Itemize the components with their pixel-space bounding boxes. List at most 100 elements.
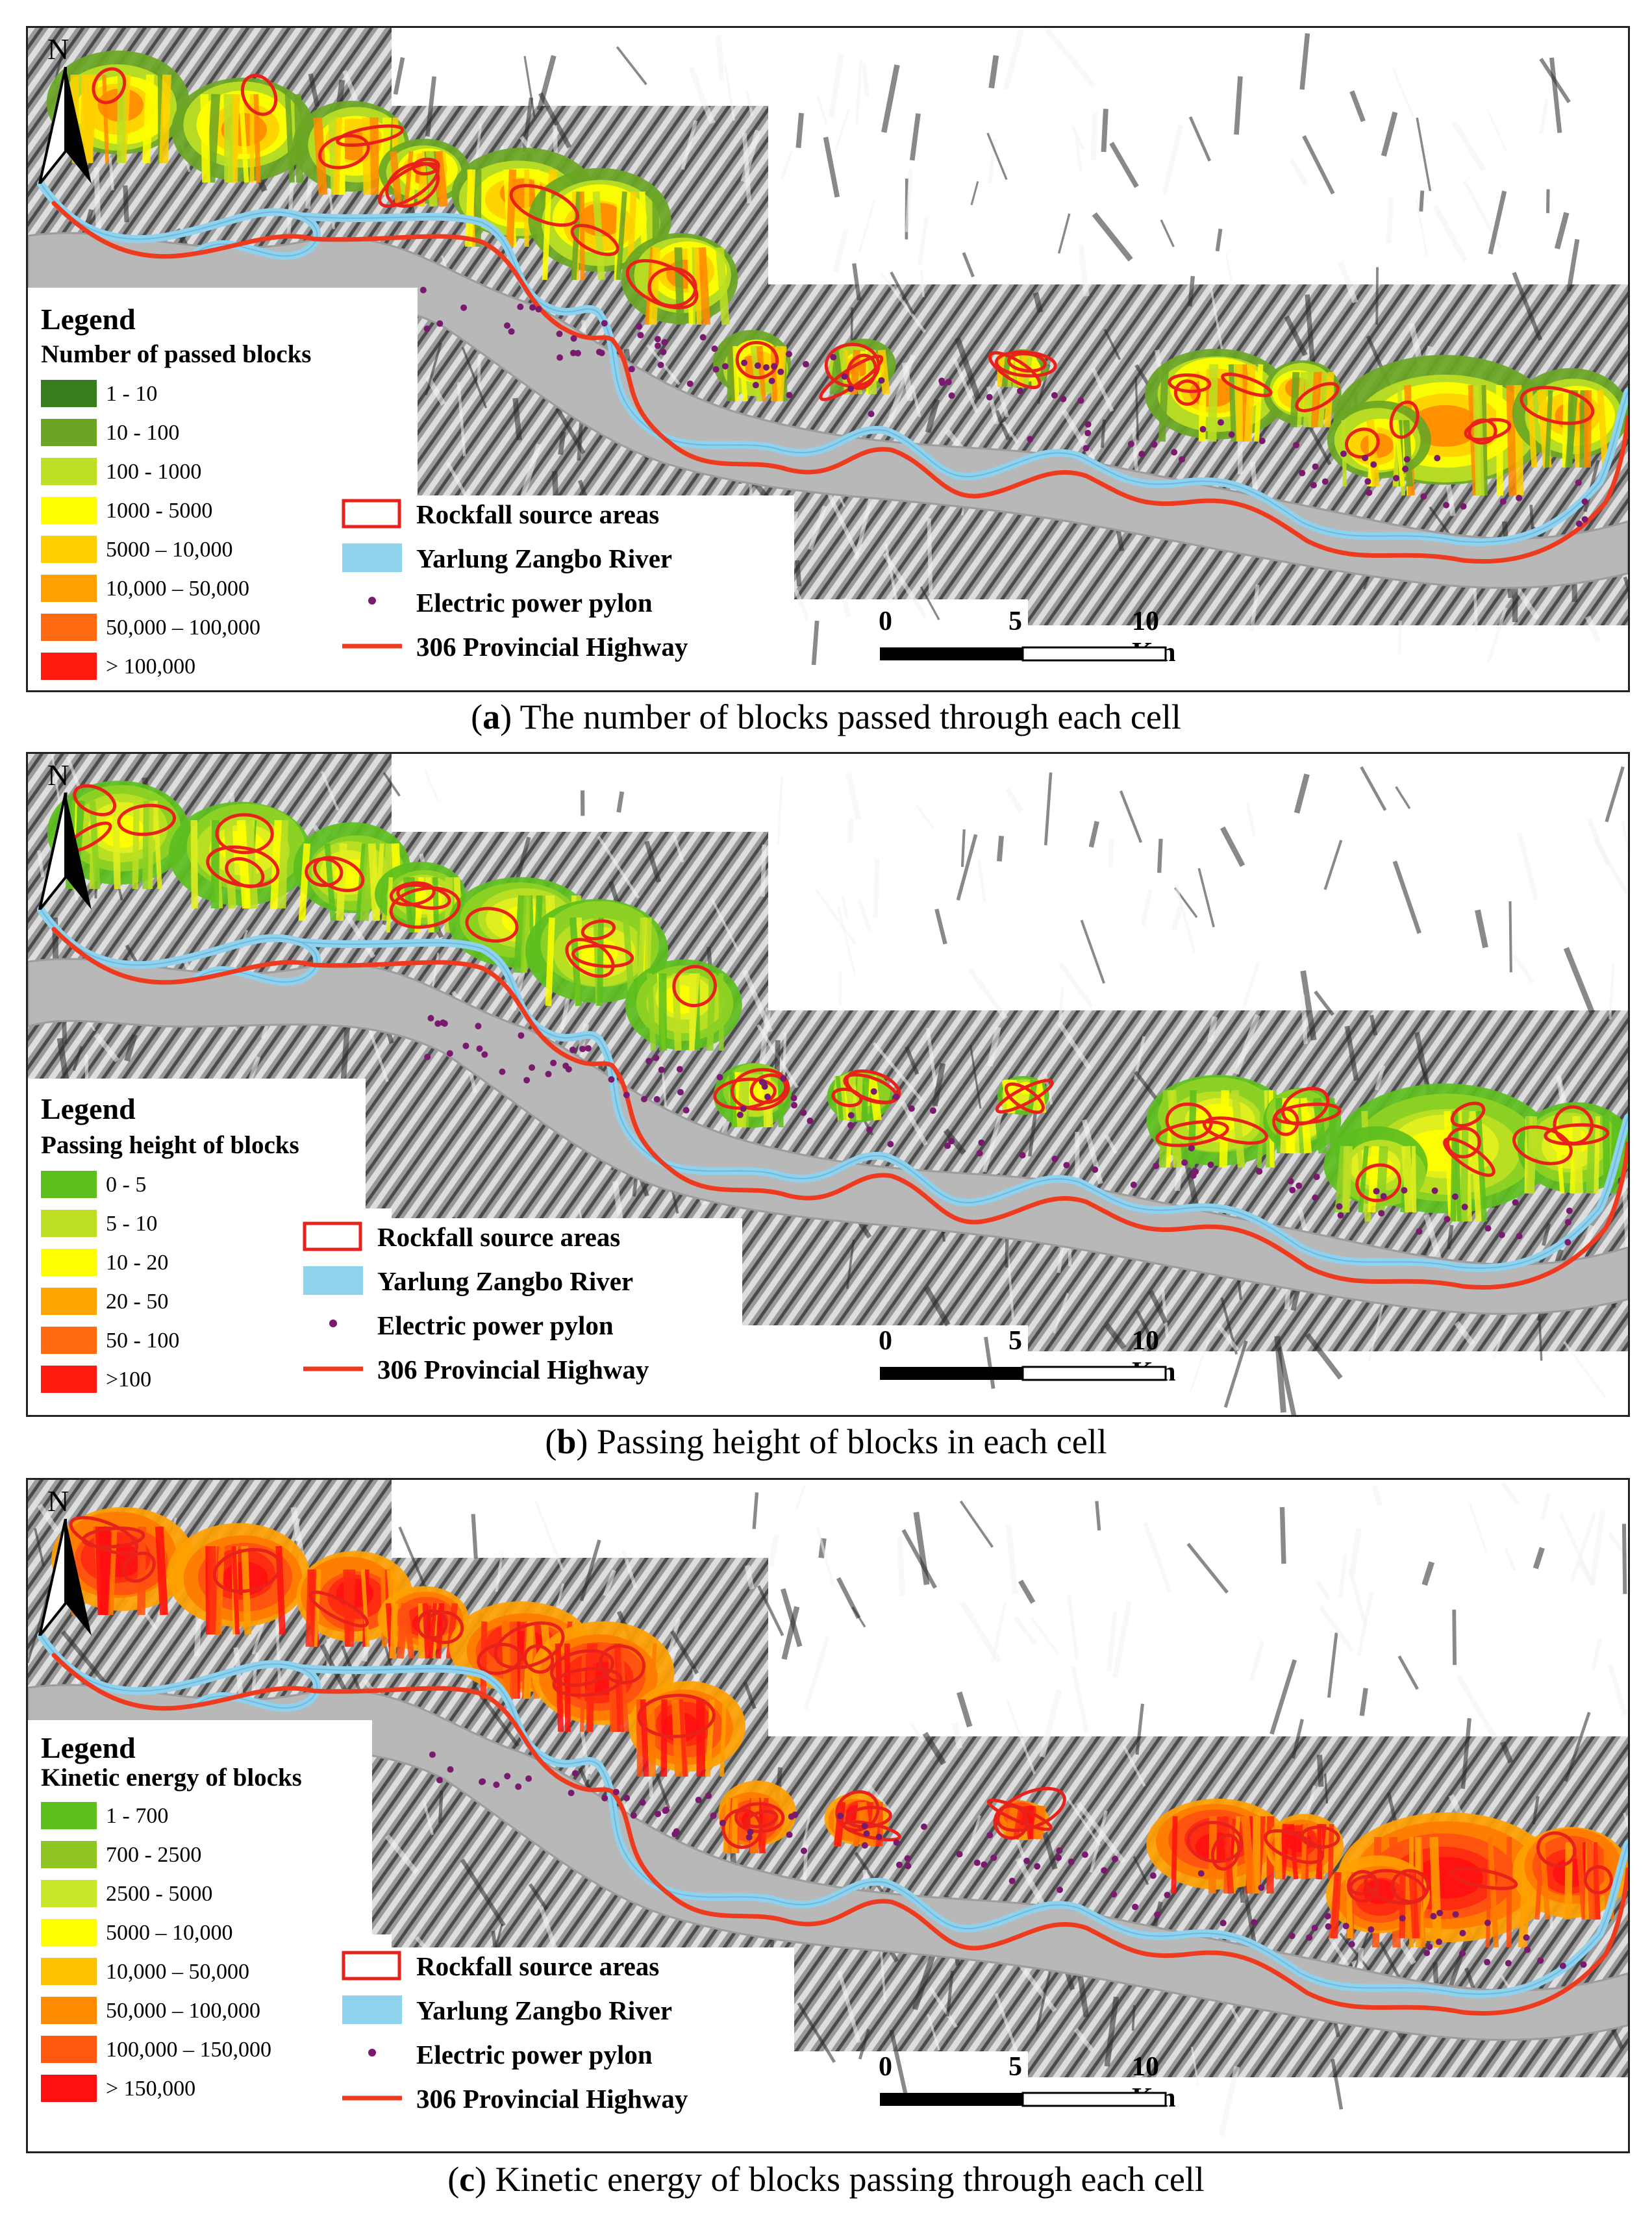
- legend-class-swatch: [41, 2075, 97, 2102]
- symbol-label: Rockfall source areas: [377, 1222, 621, 1252]
- legend-class-swatch: [41, 575, 97, 602]
- symbol-legend: Rockfall source areas Yarlung Zangbo Rive…: [340, 495, 794, 690]
- legend-class-label: 5 - 10: [106, 1212, 158, 1236]
- legend-class-label: 10,000 – 50,000: [106, 1960, 249, 1984]
- caption-b: (b) Passing height of blocks in each cel…: [545, 1422, 1107, 1461]
- legend-subtitle: Kinetic energy of blocks: [41, 1764, 302, 1792]
- north-arrow-icon: [38, 67, 92, 184]
- symbol-label: Rockfall source areas: [416, 1951, 660, 1981]
- legend-class-swatch: [41, 1802, 97, 1829]
- north-label: N: [47, 32, 69, 66]
- legend-class-swatch: [41, 653, 97, 680]
- legend-class-label: 10,000 – 50,000: [106, 577, 249, 601]
- legend-class-label: 100,000 – 150,000: [106, 2038, 271, 2062]
- legend-title: Legend: [41, 1092, 136, 1125]
- legend-class-label: >100: [106, 1368, 152, 1392]
- map-panel-b: N Legend Passing height of blocks 0 - 5 5…: [26, 752, 1630, 1417]
- legend-class-swatch: [41, 419, 97, 446]
- legend-class-swatch: [41, 1997, 97, 2024]
- legend-class-swatch: [41, 614, 97, 641]
- symbol-label: 306 Provincial Highway: [377, 1355, 649, 1384]
- legend-class-swatch: [41, 2036, 97, 2063]
- caption-c: (c) Kinetic energy of blocks passing thr…: [447, 2160, 1205, 2199]
- legend-class-label: 700 - 2500: [106, 1843, 202, 1867]
- legend-class-swatch: [41, 458, 97, 485]
- legend-class-label: 1000 - 5000: [106, 499, 213, 523]
- legend-class-label: > 100,000: [106, 655, 196, 679]
- pylon-dot-icon: [329, 1319, 337, 1327]
- north-label: N: [47, 758, 69, 792]
- scale-bar-graphic: [880, 1366, 1167, 1381]
- scale-tick-label: 10 Km: [1132, 607, 1176, 668]
- highway-line-icon: [342, 644, 402, 649]
- polygon-outline-icon: [303, 1221, 362, 1251]
- symbol-label: Rockfall source areas: [416, 499, 660, 529]
- caption-a: (a) The number of blocks passed through …: [471, 697, 1181, 736]
- legend-class-swatch: [41, 1288, 97, 1315]
- legend-class-swatch: [41, 497, 97, 524]
- symbol-label: Yarlung Zangbo River: [377, 1266, 634, 1296]
- symbol-legend: Rockfall source areas Yarlung Zangbo Rive…: [301, 1218, 742, 1413]
- scale-tick-label: 0: [879, 2052, 892, 2082]
- highway-line-icon: [342, 2095, 402, 2101]
- map-panel-a: N Legend Number of passed blocks 1 - 10 1…: [26, 26, 1630, 692]
- north-label: N: [47, 1484, 69, 1518]
- highway-line-icon: [303, 1366, 363, 1371]
- scale-tick-label: 10 Km: [1132, 1326, 1176, 1387]
- legend-title: Legend: [41, 303, 136, 336]
- scale-bar: 0 5 10 Km: [853, 606, 1177, 677]
- symbol-label: Electric power pylon: [377, 1310, 614, 1340]
- legend-class-label: 50 - 100: [106, 1329, 180, 1353]
- pylon-dot-icon: [368, 2049, 376, 2057]
- legend-class-swatch: [41, 380, 97, 407]
- symbol-label: Yarlung Zangbo River: [416, 544, 673, 573]
- legend-class-label: 0 - 5: [106, 1173, 147, 1197]
- scale-tick-label: 5: [1008, 1326, 1022, 1356]
- legend-class-label: 10 - 20: [106, 1251, 169, 1275]
- legend-class-swatch: [41, 1210, 97, 1237]
- symbol-legend: Rockfall source areas Yarlung Zangbo Rive…: [340, 1947, 794, 2149]
- river-icon: [342, 1995, 402, 2024]
- symbol-label: Electric power pylon: [416, 588, 653, 618]
- legend-subtitle: Number of passed blocks: [41, 340, 312, 368]
- scale-tick-label: 5: [1008, 607, 1022, 636]
- legend-class-label: 20 - 50: [106, 1290, 169, 1314]
- legend-class-label: 5000 – 10,000: [106, 1921, 233, 1945]
- symbol-label: Yarlung Zangbo River: [416, 1995, 673, 2025]
- legend-class-label: 100 - 1000: [106, 460, 202, 484]
- legend-class-swatch: [41, 536, 97, 563]
- scale-tick-label: 5: [1008, 2052, 1022, 2082]
- north-arrow-icon: [38, 1519, 92, 1636]
- legend-class-swatch: [41, 1171, 97, 1198]
- scale-tick-label: 0: [879, 607, 892, 636]
- symbol-label: 306 Provincial Highway: [416, 2084, 688, 2114]
- symbol-label: Electric power pylon: [416, 2040, 653, 2070]
- north-arrow-icon: [38, 793, 92, 910]
- legend: Legend Kinetic energy of blocks 1 - 700 7…: [28, 1720, 372, 2151]
- legend-class-swatch: [41, 1327, 97, 1354]
- legend-class-swatch: [41, 1841, 97, 1868]
- symbol-label: 306 Provincial Highway: [416, 632, 688, 662]
- legend-class-label: 1 - 10: [106, 382, 158, 406]
- legend-class-label: 2500 - 5000: [106, 1882, 213, 1906]
- terrain-map: [28, 754, 1628, 1415]
- legend-class-label: 50,000 – 100,000: [106, 1999, 260, 2023]
- polygon-outline-icon: [342, 1951, 401, 1981]
- legend-class-label: 50,000 – 100,000: [106, 616, 260, 640]
- terrain-map: [28, 1480, 1628, 2137]
- map-panel-c: N Legend Kinetic energy of blocks 1 - 70…: [26, 1478, 1630, 2153]
- legend-class-label: > 150,000: [106, 2077, 196, 2101]
- scale-bar-graphic: [880, 2092, 1167, 2107]
- river-icon: [342, 544, 402, 572]
- legend-class-swatch: [41, 1249, 97, 1276]
- legend-class-swatch: [41, 1880, 97, 1907]
- pylon-dot-icon: [368, 597, 376, 605]
- polygon-outline-icon: [342, 499, 401, 529]
- legend-class-swatch: [41, 1919, 97, 1946]
- legend-class-label: 5000 – 10,000: [106, 538, 233, 562]
- legend-class-swatch: [41, 1958, 97, 1985]
- legend-subtitle: Passing height of blocks: [41, 1131, 299, 1159]
- legend-class-label: 10 - 100: [106, 421, 180, 445]
